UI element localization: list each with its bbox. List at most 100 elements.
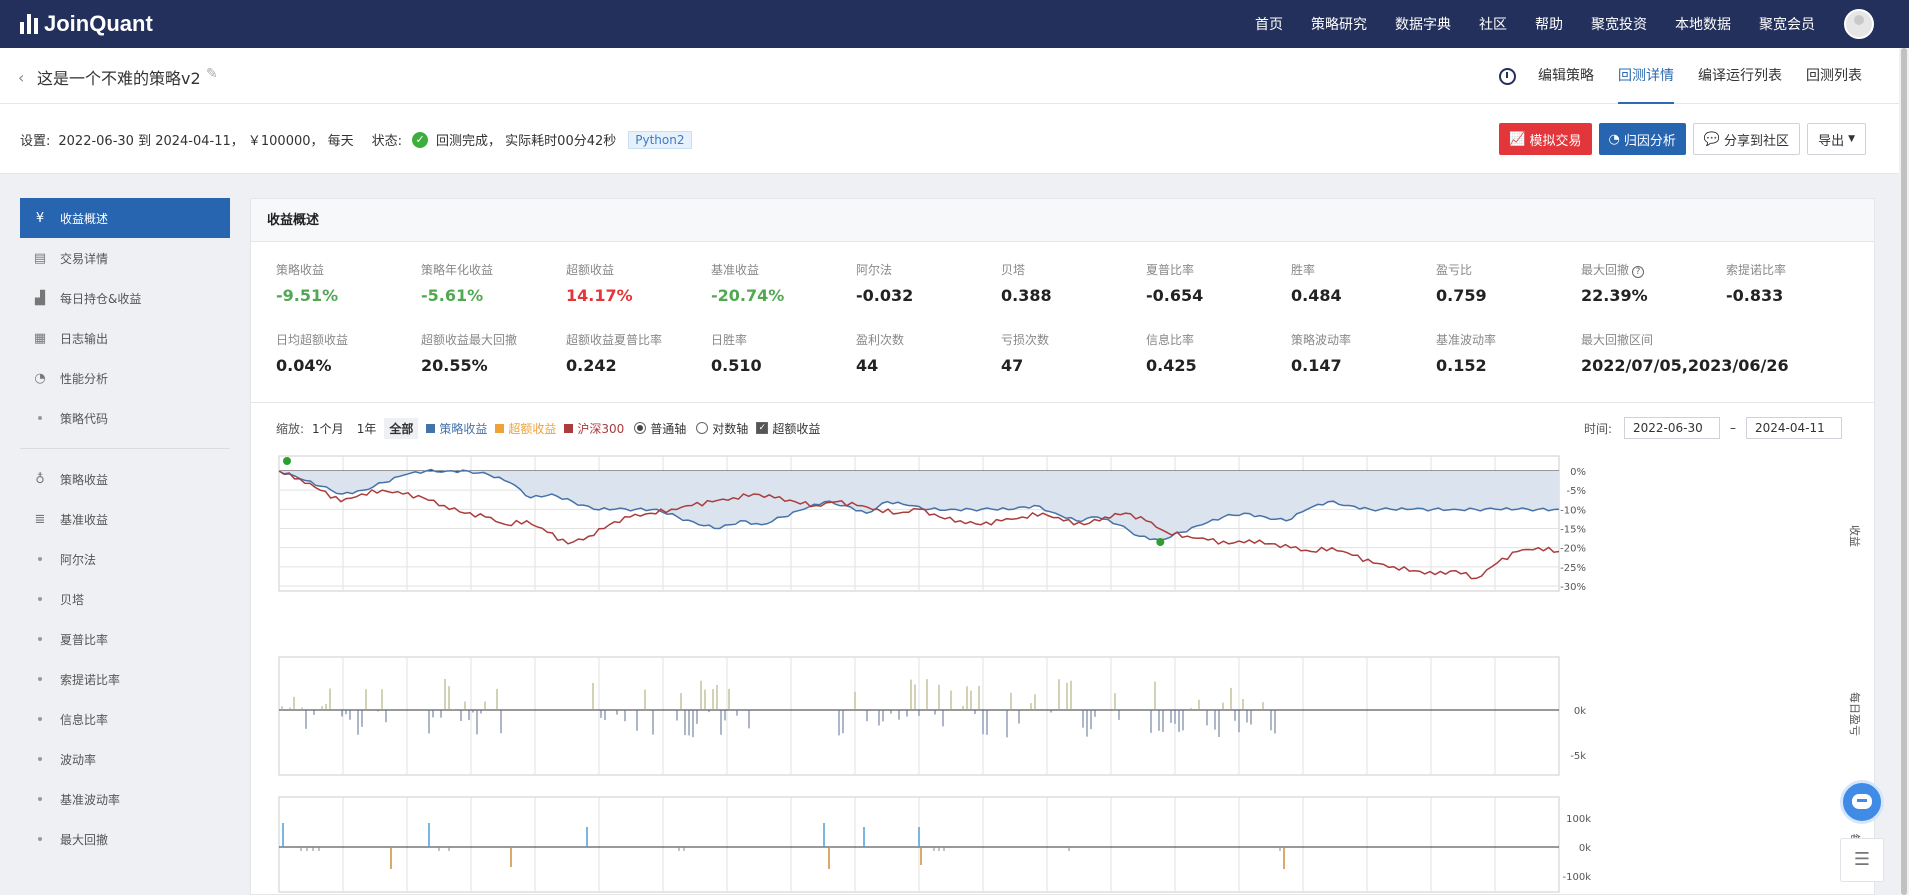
sidebar-item-performance[interactable]: ◔ 性能分析	[20, 358, 230, 398]
zoom-1-year-button[interactable]: 1年	[356, 421, 377, 436]
chevron-left-icon[interactable]: ‹	[18, 68, 25, 87]
metric-beta: 贝塔 0.388	[1001, 261, 1141, 305]
log-axis-label: 对数轴	[712, 421, 749, 436]
bullet-dot	[38, 837, 42, 841]
sidebar-item-log-output[interactable]: ▦ 日志输出	[20, 318, 230, 358]
page-scrollbar[interactable]	[1899, 48, 1909, 895]
chat-assistant-icon[interactable]	[1840, 780, 1884, 824]
metric-loss-count: 亏损次数 47	[1001, 331, 1141, 375]
sidebar-item-max-drawdown[interactable]: 最大回撤	[20, 819, 230, 859]
sidebar-item-label: 性能分析	[60, 371, 109, 386]
metric-label: 基准波动率	[1436, 333, 1497, 347]
metric-label: 策略波动率	[1291, 333, 1352, 347]
stopwatch-icon	[1499, 67, 1516, 85]
metric-excess-return: 超额收益 14.17%	[566, 261, 706, 305]
returns-line-chart[interactable]: 0% -5% -10% -15% -20% -25% -30% 收益	[276, 451, 1866, 611]
bullet-dot	[38, 416, 42, 420]
user-avatar[interactable]	[1844, 9, 1874, 39]
sidebar-item-beta[interactable]: 贝塔	[20, 579, 230, 619]
legend-strategy-return[interactable]: 策略收益	[426, 420, 487, 437]
sidebar-item-strategy-code[interactable]: 策略代码	[20, 398, 230, 438]
metric-label: 超额收益	[566, 263, 615, 277]
sidebar-item-sortino[interactable]: 索提诺比率	[20, 659, 230, 699]
strategy-titlebar: ‹ 这是一个不难的策略v2 ✎ 编辑策略 回测详情 编译运行列表 回测列表	[0, 48, 1899, 104]
normal-axis-radio[interactable]	[634, 422, 647, 434]
nav-help[interactable]: 帮助	[1535, 17, 1563, 33]
sidebar-item-label: 波动率	[60, 752, 97, 767]
metric-value: 0.04%	[276, 356, 332, 375]
nav-community[interactable]: 社区	[1479, 17, 1507, 33]
sidebar-item-strategy-return[interactable]: ♁ 策略收益	[20, 459, 230, 499]
pencil-icon[interactable]: ✎	[206, 66, 218, 82]
tab-backtest-list[interactable]: 回测列表	[1806, 68, 1862, 84]
legend-label: 沪深300	[577, 421, 625, 436]
simulate-trade-button[interactable]: 📈 模拟交易	[1499, 123, 1592, 155]
tab-edit-strategy[interactable]: 编辑策略	[1538, 68, 1594, 84]
sidebar-item-sharpe[interactable]: 夏普比率	[20, 619, 230, 659]
nav-home[interactable]: 首页	[1255, 17, 1283, 33]
sidebar-item-daily-positions[interactable]: ▟ 每日持仓&收益	[20, 278, 230, 318]
help-icon[interactable]: ?	[1632, 266, 1645, 278]
nav-strategy-research[interactable]: 策略研究	[1311, 17, 1367, 33]
metric-label: 夏普比率	[1146, 263, 1195, 277]
sidebar-item-benchmark-return[interactable]: ≣ 基准收益	[20, 499, 230, 539]
tab-compile-run-list[interactable]: 编译运行列表	[1698, 68, 1782, 84]
metric-value: 0.147	[1291, 356, 1342, 375]
y-tick-label: -20%	[1560, 544, 1586, 555]
metric-win-rate: 胜率 0.484	[1291, 261, 1431, 305]
metric-value: -0.654	[1146, 286, 1204, 305]
log-icon: ▦	[33, 330, 47, 346]
zoom-1-month-button[interactable]: 1个月	[312, 421, 344, 436]
metric-max-drawdown-range: 最大回撤区间 2022/07/05,2023/06/26	[1581, 331, 1841, 375]
sidebar-item-label: 基准收益	[60, 512, 109, 527]
nav-membership[interactable]: 聚宽会员	[1759, 17, 1815, 33]
main-nav: 首页 策略研究 数据字典 社区 帮助 聚宽投资 本地数据 聚宽会员	[1241, 0, 1829, 48]
sidebar-item-alpha[interactable]: 阿尔法	[20, 539, 230, 579]
metric-label: 超额收益夏普比率	[566, 333, 663, 347]
strategy-tabs: 编辑策略 回测详情 编译运行列表 回测列表	[1499, 48, 1874, 104]
metric-profit-loss-ratio: 盈亏比 0.759	[1436, 261, 1576, 305]
sidebar-item-information-ratio[interactable]: 信息比率	[20, 699, 230, 739]
legend-hs300[interactable]: 沪深300	[564, 420, 624, 437]
sidebar-item-volatility[interactable]: 波动率	[20, 739, 230, 779]
y-tick-label: 100k	[1566, 814, 1591, 825]
log-axis-radio[interactable]	[696, 422, 709, 434]
excess-return-checkbox[interactable]: ✓	[756, 422, 769, 434]
metric-value: 22.39%	[1581, 286, 1648, 305]
sidebar-item-return-overview[interactable]: ¥ 收益概述	[20, 198, 230, 238]
date-from-input[interactable]: 2022-06-30	[1624, 417, 1720, 439]
sidebar-item-label: 收益概述	[60, 211, 109, 226]
tab-backtest-detail[interactable]: 回测详情	[1618, 48, 1674, 104]
nav-joinquant-invest[interactable]: 聚宽投资	[1591, 17, 1647, 33]
metric-value: 20.55%	[421, 356, 488, 375]
legend-excess-return[interactable]: 超额收益	[495, 420, 556, 437]
daily-pnl-bar-chart[interactable]: 0k -5k 每日盈亏	[276, 654, 1866, 779]
list-menu-icon[interactable]: ☰	[1840, 838, 1884, 882]
y-tick-label: -25%	[1560, 563, 1586, 574]
export-dropdown[interactable]: 导出 ▼	[1807, 123, 1866, 155]
bullet-dot	[38, 637, 42, 641]
zoom-all-button[interactable]: 全部	[384, 417, 419, 439]
y-tick-label: -10%	[1560, 505, 1586, 516]
date-to-input[interactable]: 2024-04-11	[1746, 417, 1842, 439]
sidebar-item-trade-details[interactable]: ▤ 交易详情	[20, 238, 230, 278]
sidebar-item-label: 贝塔	[60, 592, 85, 607]
metric-label: 日均超额收益	[276, 333, 349, 347]
joinquant-logo[interactable]: JoinQuant	[20, 11, 153, 37]
action-buttons: 📈 模拟交易 ◔ 归因分析 💬 分享到社区 导出 ▼	[1499, 123, 1866, 155]
sidebar-item-label: 信息比率	[60, 712, 109, 727]
nav-data-dictionary[interactable]: 数据字典	[1395, 17, 1451, 33]
metric-daily-win-rate: 日胜率 0.510	[711, 331, 851, 375]
attribution-analysis-button[interactable]: ◔ 归因分析	[1598, 123, 1686, 155]
nav-local-data[interactable]: 本地数据	[1675, 17, 1731, 33]
date-range: 时间: 2022-06-30 – 2024-04-11	[1584, 417, 1846, 439]
share-community-button[interactable]: 💬 分享到社区	[1692, 123, 1801, 155]
excess-checkbox-label: 超额收益	[772, 421, 821, 436]
metric-benchmark-volatility: 基准波动率 0.152	[1436, 331, 1576, 375]
metric-excess-max-drawdown: 超额收益最大回撤 20.55%	[421, 331, 561, 375]
sidebar-item-benchmark-volatility[interactable]: 基准波动率	[20, 779, 230, 819]
metric-label: 盈利次数	[856, 333, 905, 347]
metric-information-ratio: 信息比率 0.425	[1146, 331, 1286, 375]
metric-label: 最大回撤?	[1581, 261, 1721, 278]
